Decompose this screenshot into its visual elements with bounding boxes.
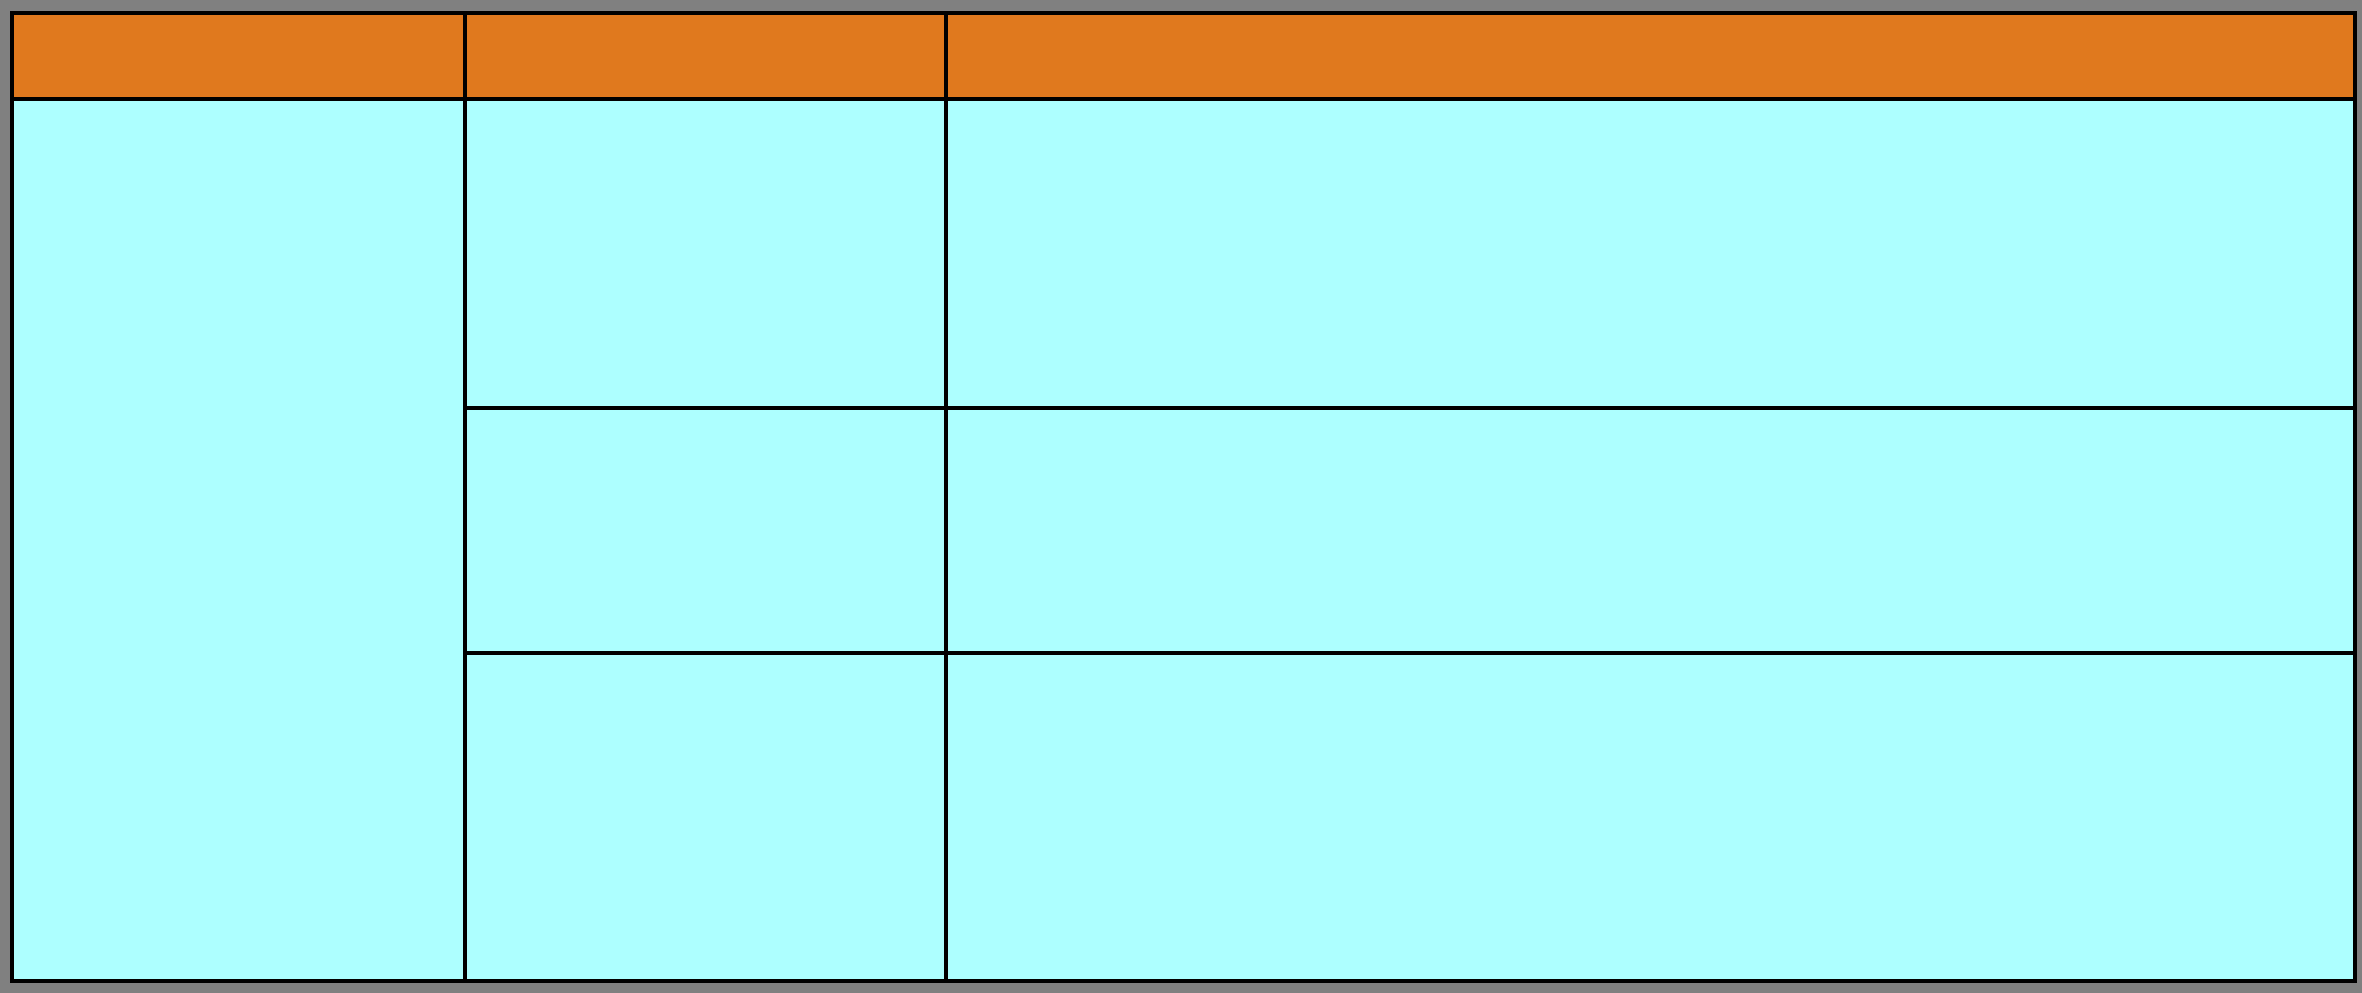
body-cell-r3c2 <box>463 651 948 983</box>
body-cell-r1c3 <box>944 97 2357 410</box>
merged-left-cell <box>10 97 467 983</box>
header-cell-2 <box>463 11 948 101</box>
data-table <box>10 11 2357 983</box>
body-cell-r1c2 <box>463 97 948 410</box>
body-row-1 <box>10 97 2357 983</box>
body-cell-r2c2 <box>463 406 948 655</box>
body-cell-r2c3 <box>944 406 2357 655</box>
header-cell-1 <box>10 11 467 101</box>
header-cell-3 <box>944 11 2357 101</box>
header-row <box>10 11 2357 101</box>
body-cell-r3c3 <box>944 651 2357 983</box>
body-row-2 <box>12 406 2357 655</box>
body-row-3 <box>12 651 2357 983</box>
